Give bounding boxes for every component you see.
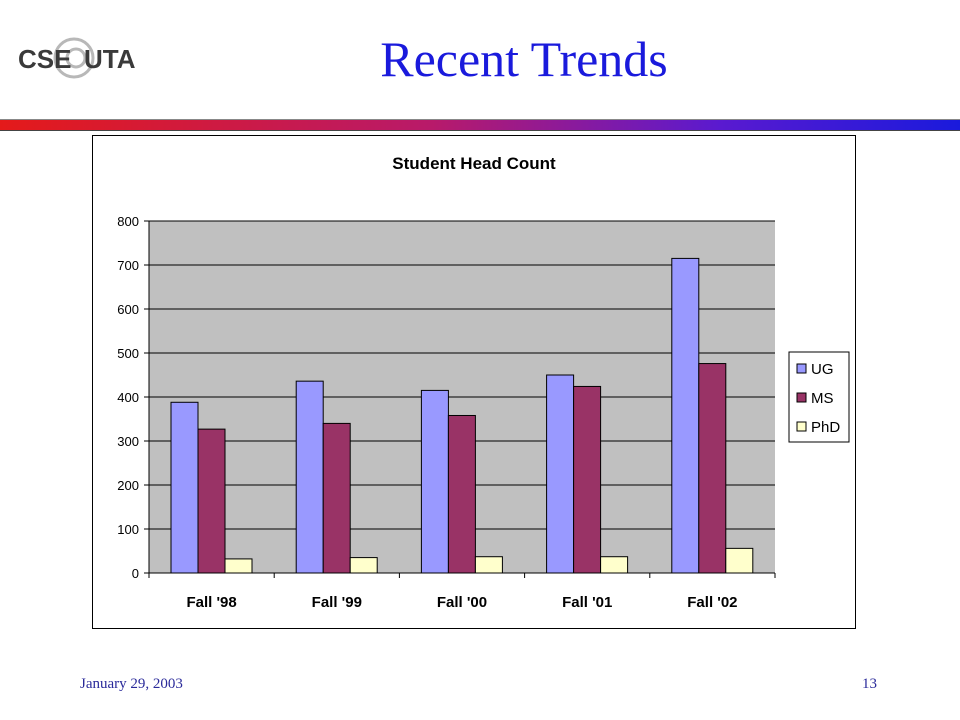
y-tick-label: 800 bbox=[117, 214, 139, 229]
y-tick-label: 400 bbox=[117, 390, 139, 405]
legend-label-phd: PhD bbox=[811, 419, 840, 436]
y-tick-label: 300 bbox=[117, 434, 139, 449]
bar-ms bbox=[698, 363, 727, 574]
bar-ug bbox=[671, 257, 700, 574]
slide-title: Recent Trends bbox=[380, 31, 668, 87]
chart-frame: 0 100 200 300 400 500 600 700 800 Fall '98 Fall '9… bbox=[92, 135, 856, 629]
tick-labels: 0 100 200 300 400 500 600 700 800 Fall '98 Fall '9… bbox=[117, 214, 737, 611]
axes bbox=[144, 220, 776, 578]
x-tick-label: Fall '99 bbox=[312, 594, 362, 611]
y-tick-label: 200 bbox=[117, 478, 139, 493]
legend-swatch-ms bbox=[796, 392, 807, 403]
x-tick-label: Fall '98 bbox=[186, 594, 236, 611]
legend: UG MS PhD bbox=[788, 351, 850, 443]
bar-ms bbox=[447, 414, 476, 574]
bar-ms bbox=[573, 385, 602, 574]
y-tick-label: 100 bbox=[117, 522, 139, 537]
y-tick-label: 500 bbox=[117, 346, 139, 361]
legend-swatch-phd bbox=[796, 421, 807, 432]
bar-phd bbox=[725, 547, 754, 574]
logo-text-cse: CSE bbox=[18, 44, 71, 74]
bar-phd bbox=[474, 556, 503, 574]
student-head-count-chart: 0 100 200 300 400 500 600 700 800 Fall '98 Fall '9… bbox=[117, 154, 850, 611]
x-tick-label: Fall '01 bbox=[562, 594, 612, 611]
y-tick-label: 0 bbox=[132, 566, 139, 581]
bar-ms bbox=[197, 428, 226, 574]
chart-title: Student Head Count bbox=[392, 154, 556, 173]
legend-label-ms: MS bbox=[811, 390, 834, 407]
legend-swatch-ug bbox=[796, 363, 807, 374]
x-tick-label: Fall '00 bbox=[437, 594, 487, 611]
bar-ug bbox=[295, 380, 324, 574]
bar-phd bbox=[600, 556, 629, 574]
page-number: 13 bbox=[862, 676, 877, 692]
legend-label-ug: UG bbox=[811, 361, 834, 378]
y-tick-label: 700 bbox=[117, 258, 139, 273]
x-tick-label: Fall '02 bbox=[687, 594, 737, 611]
bar-phd bbox=[224, 558, 253, 574]
bar-ug bbox=[170, 401, 199, 574]
bar-ug bbox=[420, 389, 449, 574]
logo-text-uta: UTA bbox=[84, 44, 136, 74]
title-divider bbox=[0, 119, 960, 131]
y-tick-label: 600 bbox=[117, 302, 139, 317]
footer-date: January 29, 2003 bbox=[80, 676, 183, 692]
bar-ug bbox=[546, 374, 575, 574]
bar-ms bbox=[322, 422, 351, 574]
bars bbox=[170, 257, 754, 574]
bar-phd bbox=[349, 557, 378, 574]
cse-uta-logo: CSE UTA bbox=[18, 36, 158, 84]
